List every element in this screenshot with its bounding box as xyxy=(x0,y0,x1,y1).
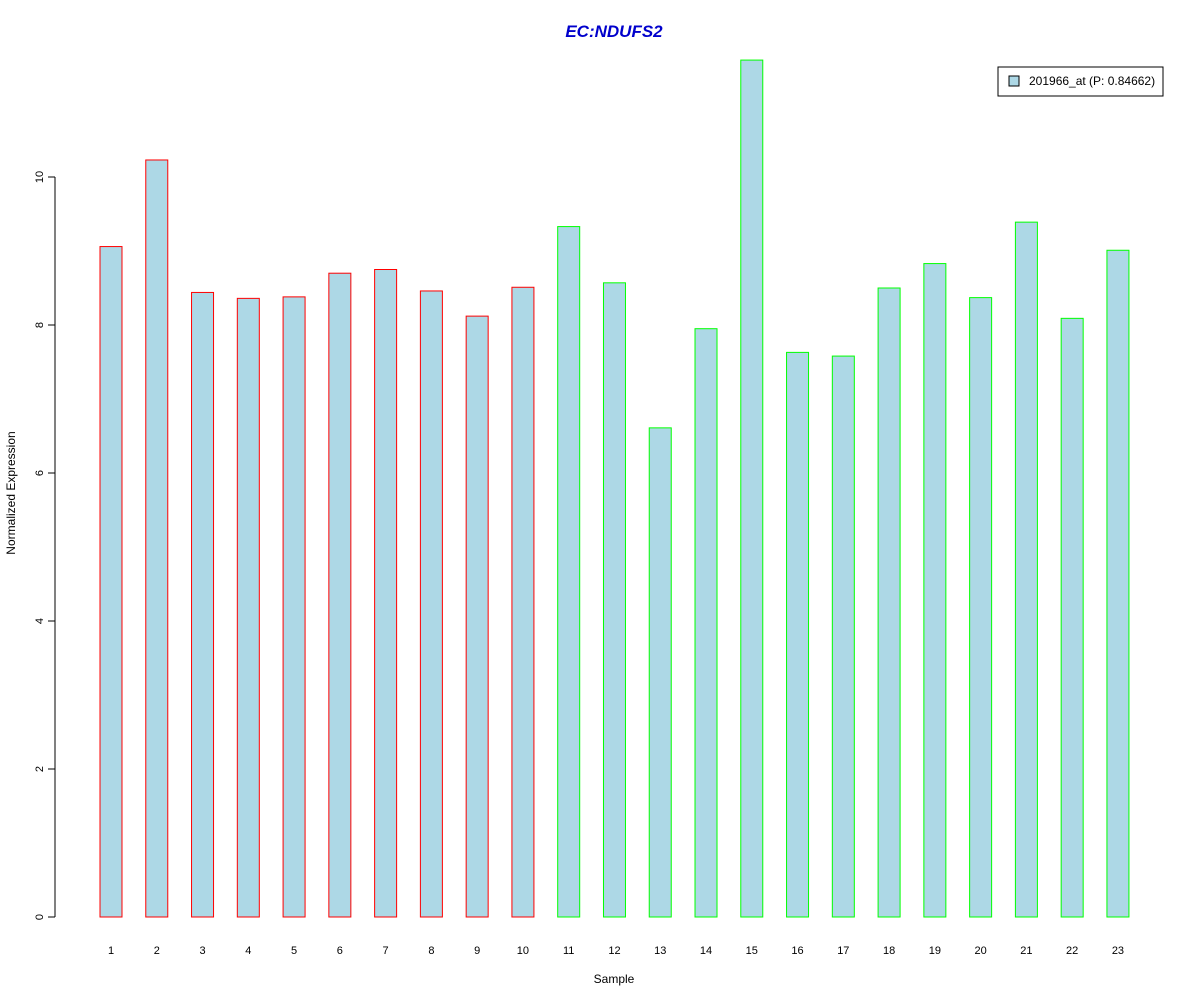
bar xyxy=(602,282,626,918)
bar xyxy=(1060,317,1084,918)
x-tick-label: 17 xyxy=(837,945,849,957)
x-tick-label: 9 xyxy=(474,945,480,957)
x-tick-label: 15 xyxy=(746,945,758,957)
x-tick-label: 6 xyxy=(337,945,343,957)
y-tick-label: 0 xyxy=(34,914,46,920)
x-tick-label: 19 xyxy=(929,945,941,957)
x-tick-label: 16 xyxy=(791,945,803,957)
x-tick-label: 13 xyxy=(654,945,666,957)
bar xyxy=(328,272,352,918)
legend: 201966_at (P: 0.84662) xyxy=(997,66,1164,97)
bar xyxy=(969,297,993,918)
y-axis: 0 2 4 6 8 10 xyxy=(34,171,56,920)
bar xyxy=(145,159,169,918)
bar xyxy=(877,287,901,918)
legend-label: 201966_at (P: 0.84662) xyxy=(1029,74,1155,88)
bar xyxy=(465,315,489,918)
bar xyxy=(694,328,718,918)
x-tick-label: 20 xyxy=(975,945,987,957)
bar xyxy=(236,297,260,918)
y-tick-label: 2 xyxy=(34,766,46,772)
x-tick-label: 11 xyxy=(563,945,574,957)
x-tick-label: 2 xyxy=(154,945,160,957)
y-tick-label: 8 xyxy=(34,322,46,328)
x-tick-label: 18 xyxy=(883,945,895,957)
x-tick-label: 1 xyxy=(108,945,114,957)
x-axis-title: Sample xyxy=(594,972,635,986)
bar xyxy=(648,427,672,918)
bar xyxy=(557,226,581,918)
bar xyxy=(282,296,306,918)
bar xyxy=(740,59,764,918)
x-tick-label: 4 xyxy=(245,945,251,957)
y-tick-label: 6 xyxy=(34,470,46,476)
bar xyxy=(831,355,855,918)
bar xyxy=(1106,249,1130,918)
x-tick-label: 10 xyxy=(517,945,529,957)
x-tick-label: 5 xyxy=(291,945,297,957)
y-tick-label: 10 xyxy=(34,171,46,183)
bar xyxy=(191,291,215,918)
bar xyxy=(511,286,535,918)
x-tick-label: 22 xyxy=(1066,945,1078,957)
bar xyxy=(419,290,443,918)
bars xyxy=(99,59,1130,918)
bar xyxy=(99,246,123,918)
bar xyxy=(374,269,398,918)
x-tick-label: 7 xyxy=(383,945,389,957)
legend-box xyxy=(997,66,1164,97)
x-tick-label: 3 xyxy=(199,945,205,957)
x-tick-label: 14 xyxy=(700,945,712,957)
chart-title: EC:NDUFS2 xyxy=(565,22,663,41)
legend-swatch xyxy=(1008,75,1020,87)
x-tick-label: 21 xyxy=(1020,945,1032,957)
y-tick-label: 4 xyxy=(34,618,46,624)
x-tick-labels: 1 2 3 4 5 6 7 8 9 10 11 12 13 14 15 16 17 18 19 20 21 22 23 xyxy=(108,945,1124,957)
x-tick-label: 12 xyxy=(608,945,620,957)
y-axis-title: Normalized Expression xyxy=(4,431,18,554)
x-tick-label: 23 xyxy=(1112,945,1124,957)
bar xyxy=(923,263,947,918)
x-tick-label: 8 xyxy=(428,945,434,957)
bar xyxy=(786,351,810,918)
bar xyxy=(1014,221,1038,918)
